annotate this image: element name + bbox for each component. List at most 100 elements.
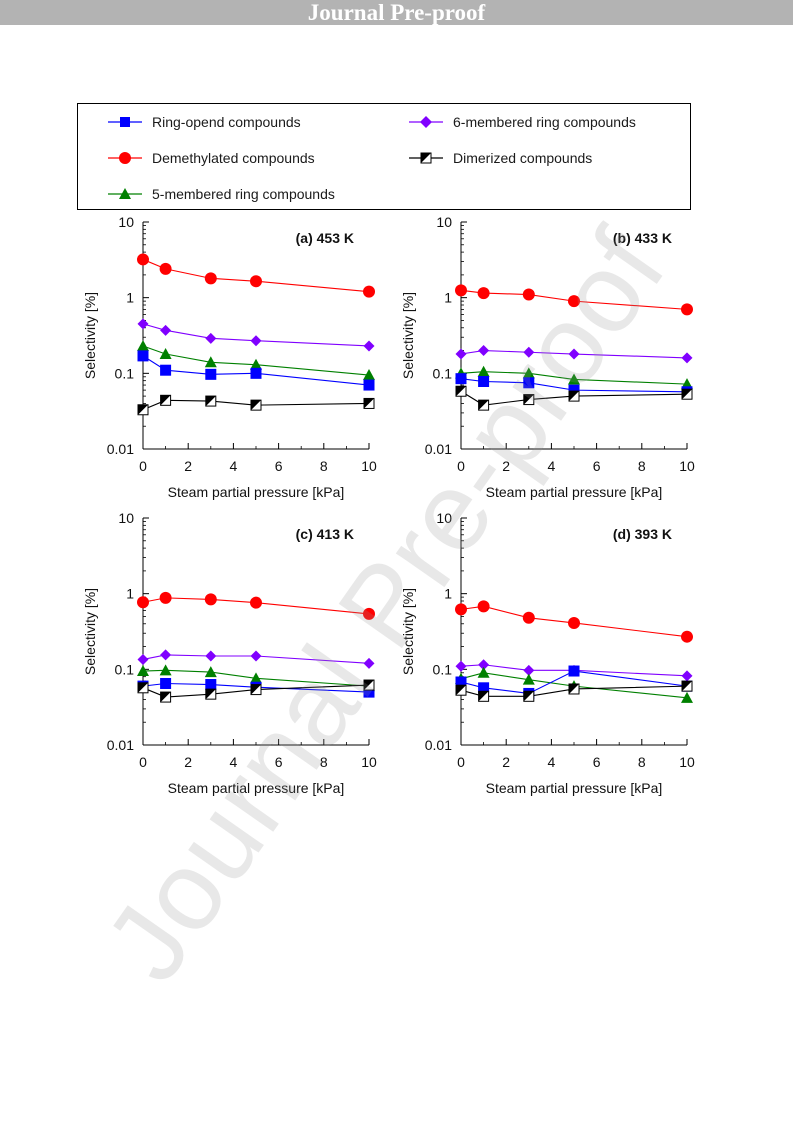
chart-panel-d: 10 1 0.1 0.01 0 2 4 6 8 10 Steam partial pressure … [400, 510, 695, 796]
data-point-circle [477, 287, 490, 300]
data-point-circle [455, 603, 467, 616]
data-point-diamond [137, 653, 149, 665]
data-point-triangle [159, 664, 172, 676]
data-point-diamond [523, 346, 535, 358]
legend-marker-diamond [409, 116, 443, 128]
data-point-diamond [363, 340, 375, 352]
x-tick-label: 6 [593, 458, 601, 474]
half-square-fill [523, 691, 534, 702]
data-point-triangle [568, 373, 580, 385]
legend: Ring-opend compounds 6-membered ring com… [77, 103, 691, 210]
x-tick-label: 6 [275, 458, 283, 474]
data-point-circle [159, 591, 172, 604]
data-point-diamond [568, 348, 580, 360]
y-tick-label: 0.01 [107, 737, 134, 753]
data-point-circle [137, 596, 149, 609]
half-square-fill [478, 400, 489, 411]
x-tick-label: 0 [457, 754, 465, 770]
half-square-fill [205, 689, 216, 700]
half-square-fill [682, 681, 692, 692]
series-6-membered-ring-compounds [137, 318, 375, 352]
data-point-diamond [681, 670, 693, 682]
series-dimerized-compounds [455, 385, 693, 411]
data-point-diamond [455, 660, 467, 672]
x-tick-label: 8 [320, 458, 328, 474]
half-square-fill [205, 396, 216, 407]
data-point-half-square [205, 688, 217, 700]
data-point-half-square [478, 399, 490, 411]
data-point-triangle [477, 666, 490, 678]
half-square-fill [138, 682, 148, 693]
data-point-square [160, 364, 172, 376]
chart-panel-a: 10 1 0.1 0.01 0 2 4 6 8 10 Steam partial pressure … [82, 214, 377, 500]
data-point-diamond [160, 324, 172, 336]
data-point-circle [522, 288, 535, 301]
data-point-diamond [160, 649, 172, 661]
x-tick-label: 10 [361, 754, 377, 770]
data-point-circle [681, 303, 693, 316]
series-demethylated-compounds [455, 600, 693, 643]
x-axis-label: Steam partial pressure [kPa] [486, 484, 663, 500]
chart-panel-b: 10 1 0.1 0.01 0 2 4 6 8 10 Steam partial pressure … [400, 214, 695, 500]
data-point-square [523, 377, 535, 389]
y-tick-label: 0.01 [425, 737, 452, 753]
half-square-fill [478, 691, 489, 702]
data-point-half-square [205, 395, 217, 407]
y-tick-label: 1 [126, 586, 134, 602]
legend-marker-half-square [409, 152, 443, 164]
series-6-membered-ring-compounds [137, 649, 375, 669]
x-tick-label: 2 [502, 458, 510, 474]
data-point-triangle [204, 666, 217, 678]
chart-panel-c: 10 1 0.1 0.01 0 2 4 6 8 10 Steam partial pressure … [82, 510, 377, 796]
data-point-square [250, 367, 262, 379]
half-square-fill [160, 692, 171, 703]
data-point-half-square [568, 390, 580, 402]
data-point-diamond [205, 332, 217, 344]
panel-title: (a) 453 K [296, 230, 354, 246]
data-point-square [205, 368, 217, 380]
x-tick-label: 8 [638, 458, 646, 474]
data-point-diamond [363, 657, 375, 669]
y-tick-label: 1 [444, 290, 452, 306]
y-tick-label: 0.01 [425, 441, 452, 457]
data-point-square [455, 373, 467, 385]
data-point-half-square [137, 404, 149, 416]
half-square-fill [160, 395, 171, 406]
data-point-diamond [455, 348, 467, 360]
legend-marker-triangle [108, 188, 142, 199]
x-tick-label: 10 [361, 458, 377, 474]
legend-label: Dimerized compounds [453, 150, 593, 166]
half-square-fill [138, 404, 148, 415]
x-tick-label: 6 [275, 754, 283, 770]
x-tick-label: 8 [638, 754, 646, 770]
y-tick-label: 10 [118, 214, 134, 230]
data-point-triangle [250, 672, 262, 684]
x-tick-label: 0 [457, 458, 465, 474]
data-point-diamond [250, 335, 262, 347]
data-point-triangle [159, 348, 172, 360]
data-point-triangle [204, 356, 217, 368]
data-point-circle [204, 593, 217, 606]
x-tick-label: 8 [320, 754, 328, 770]
x-tick-label: 2 [184, 458, 192, 474]
half-square-fill [364, 680, 374, 691]
series-demethylated-compounds [137, 591, 375, 620]
data-point-circle [363, 285, 375, 298]
half-square-fill [523, 394, 534, 405]
data-point-circle [204, 272, 217, 285]
y-tick-label: 10 [436, 214, 452, 230]
series-dimerized-compounds [455, 680, 693, 702]
data-point-circle [137, 253, 149, 266]
data-point-half-square [681, 388, 693, 400]
half-square-fill [456, 386, 466, 397]
banner-text: Journal Pre-proof [307, 0, 486, 25]
data-point-half-square [160, 691, 172, 703]
legend-label: 5-membered ring compounds [152, 186, 335, 202]
series-demethylated-compounds [137, 253, 375, 298]
y-tick-label: 0.1 [433, 365, 453, 381]
legend-label: Demethylated compounds [152, 150, 315, 166]
y-tick-label: 1 [444, 586, 452, 602]
y-axis-label: Selectivity [%] [400, 292, 416, 379]
data-point-square [363, 686, 375, 698]
data-point-circle [568, 616, 580, 629]
